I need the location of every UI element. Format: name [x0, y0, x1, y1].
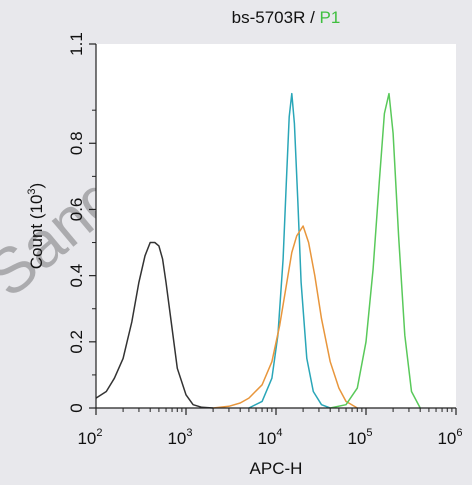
y-tick-label: 0.8 — [67, 131, 86, 155]
x-tick-label: 104 — [257, 427, 282, 448]
y-axis-ticks: 0 0.2 0.4 0.6 0.8 1.1 — [67, 32, 96, 413]
x-tick-label: 106 — [437, 427, 462, 448]
y-axis-label-text: Count — [27, 224, 46, 270]
y-tick-label: 0.4 — [67, 264, 86, 288]
x-tick-label: 103 — [167, 427, 192, 448]
y-tick-label: 0.2 — [67, 330, 86, 354]
chart-title-primary: bs-5703R — [232, 8, 306, 27]
y-axis-unit-open: (10 — [27, 195, 46, 220]
histogram-series-1 — [95, 241, 214, 409]
x-tick-label: 102 — [77, 427, 102, 448]
y-tick-label: 0.6 — [67, 198, 86, 222]
histogram-series-2 — [248, 92, 331, 409]
y-axis-label: Count (103) — [26, 183, 46, 269]
x-tick-label: 105 — [347, 427, 372, 448]
x-axis-ticks: 102 103 104 105 106 — [77, 408, 463, 448]
series-layer — [95, 92, 421, 409]
y-axis-unit-close: ) — [27, 183, 46, 189]
histogram-series-4 — [330, 92, 421, 409]
y-axis-unit-exponent: 3 — [26, 188, 38, 194]
histogram-series-3 — [213, 225, 358, 409]
chart-title-gate: P1 — [320, 8, 341, 27]
chart-title: bs-5703R / P1 — [232, 8, 341, 27]
x-axis-label: APC-H — [250, 459, 303, 478]
chart-title-separator: / — [305, 8, 319, 27]
y-tick-label: 1.1 — [67, 32, 86, 56]
y-tick-label: 0 — [67, 403, 86, 412]
